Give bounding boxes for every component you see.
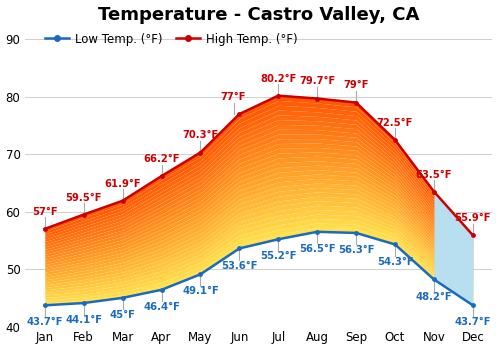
Text: 77°F: 77°F (221, 92, 246, 102)
Text: 79.7°F: 79.7°F (299, 77, 336, 86)
Text: 61.9°F: 61.9°F (104, 179, 141, 189)
Text: 70.3°F: 70.3°F (182, 131, 218, 140)
Text: 79°F: 79°F (344, 80, 369, 91)
Text: 63.5°F: 63.5°F (416, 169, 452, 180)
Text: 56.3°F: 56.3°F (338, 245, 374, 255)
Text: 43.7°F: 43.7°F (454, 317, 491, 327)
Text: 72.5°F: 72.5°F (377, 118, 413, 128)
Text: 46.4°F: 46.4°F (143, 302, 180, 312)
Text: 54.3°F: 54.3°F (376, 257, 414, 266)
Text: 55.9°F: 55.9°F (454, 213, 491, 223)
Text: 53.6°F: 53.6°F (221, 260, 258, 271)
Text: 66.2°F: 66.2°F (144, 154, 180, 164)
Text: 57°F: 57°F (32, 207, 58, 217)
Legend: Low Temp. (°F), High Temp. (°F): Low Temp. (°F), High Temp. (°F) (40, 28, 302, 50)
Text: 56.5°F: 56.5°F (299, 244, 336, 254)
Text: 59.5°F: 59.5°F (66, 193, 102, 203)
Text: 55.2°F: 55.2°F (260, 251, 296, 261)
Text: 80.2°F: 80.2°F (260, 74, 296, 84)
Text: 49.1°F: 49.1°F (182, 286, 219, 296)
Text: 44.1°F: 44.1°F (65, 315, 102, 325)
Text: 43.7°F: 43.7°F (26, 317, 63, 327)
Title: Temperature - Castro Valley, CA: Temperature - Castro Valley, CA (98, 6, 420, 23)
Text: 48.2°F: 48.2°F (416, 292, 453, 302)
Text: 45°F: 45°F (110, 310, 136, 320)
